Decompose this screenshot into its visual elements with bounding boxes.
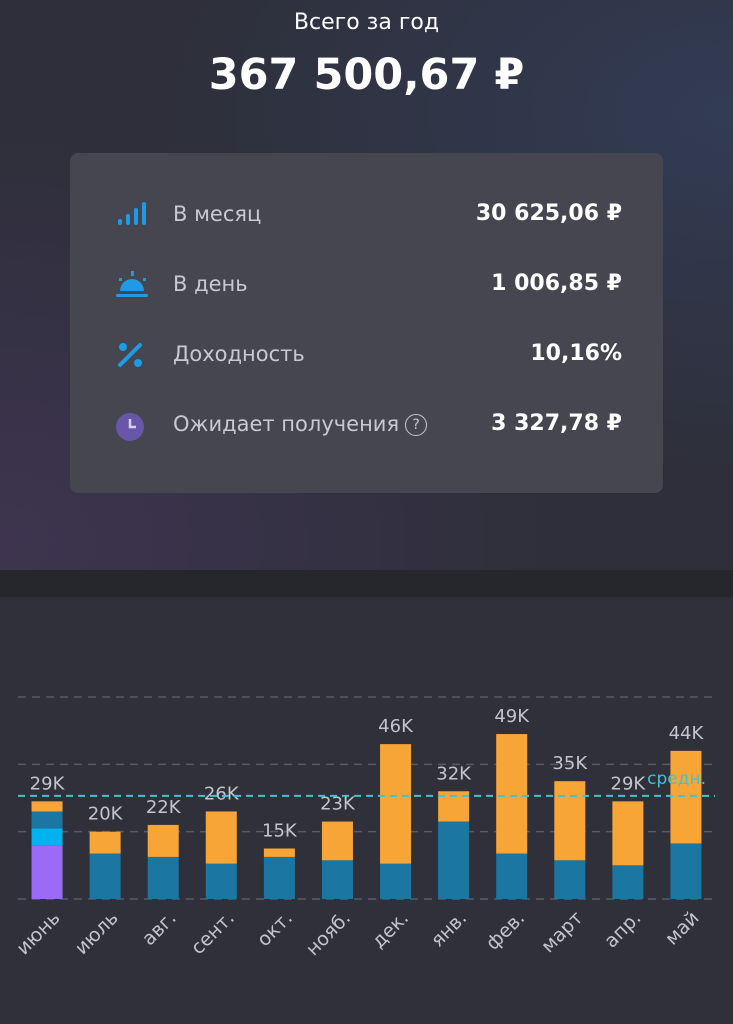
value-label: 29K: [611, 773, 647, 794]
x-tick-label: окт.: [253, 907, 297, 951]
x-tick-label: фев.: [482, 907, 529, 954]
stat-value: 3 327,78 ₽: [491, 411, 622, 436]
value-label: 29K: [30, 773, 66, 794]
stats-card: В месяц 30 625,06 ₽ В день 1 006,85 ₽ До…: [70, 153, 663, 493]
x-tick-label: июнь: [12, 907, 64, 959]
x-tick-label: апр.: [600, 907, 645, 952]
x-tick-label: сент.: [187, 907, 239, 959]
bar-segment: [380, 863, 412, 899]
bar-segment: [554, 860, 586, 899]
x-tick-label: июль: [71, 907, 123, 959]
title: Всего за год: [293, 10, 440, 35]
bar-segment: [263, 856, 295, 899]
stat-label: Доходность: [173, 342, 305, 366]
x-tick-label: дек.: [368, 907, 413, 952]
value-label: 35K: [552, 753, 588, 774]
separator: [0, 570, 733, 597]
x-tick-label: март: [537, 907, 587, 957]
bar-segment: [321, 860, 353, 899]
bar-segment: [670, 843, 702, 899]
value-label: 22K: [146, 797, 182, 818]
value-label: 49K: [494, 706, 530, 727]
bar-segment: [612, 865, 644, 899]
bar-segment: [496, 853, 528, 899]
icon: [118, 343, 142, 367]
stat-value: 1 006,85 ₽: [491, 271, 622, 296]
icon: [118, 202, 146, 225]
bar-segment: [496, 734, 528, 854]
stat-value: 30 625,06 ₽: [475, 201, 622, 226]
icon: [116, 413, 144, 441]
bar-segment: [612, 801, 644, 866]
bar-segment: [205, 863, 237, 899]
bar-segment: [380, 744, 412, 864]
chart: 29K июнь 20K июль 22K авг. 26K сент. 15K окт. 23K н…: [12, 696, 715, 960]
bar-segment: [89, 853, 121, 899]
value-label: 26K: [204, 783, 240, 804]
bar-segment: [263, 848, 295, 857]
value-label: 46K: [378, 716, 414, 737]
bar-segment: [321, 821, 353, 861]
value-label: 23K: [320, 794, 356, 815]
stat-value: 10,16%: [530, 341, 622, 366]
bar-segment: [205, 811, 237, 864]
stat-row: Ожидает получения? 3 327,78 ₽: [70, 405, 663, 445]
stat-label: Ожидает получения?: [173, 412, 428, 436]
bar-segment: [89, 831, 121, 854]
x-tick-label: янв.: [427, 907, 472, 952]
year-total: 367 500,67 ₽: [208, 50, 525, 100]
bar-segment: [31, 845, 63, 899]
bar-segment: [31, 828, 63, 846]
stat-row: В день 1 006,85 ₽: [70, 265, 663, 305]
value-label: 15K: [262, 821, 298, 842]
x-tick-label: нояб.: [302, 907, 355, 960]
stat-label: В день: [173, 272, 248, 296]
bar-segment: [147, 856, 179, 899]
summary: Всего за год 367 500,67 ₽ В месяц 30 625…: [0, 0, 733, 570]
bar-segment: [31, 811, 63, 829]
average-label: средн.: [647, 769, 706, 789]
help-icon[interactable]: ?: [405, 414, 428, 436]
stat-label-text: Ожидает получения: [173, 412, 400, 436]
bar-segment: [31, 801, 63, 812]
x-tick-label: авг.: [138, 907, 181, 950]
bar-segment: [438, 821, 470, 899]
value-label: 32K: [436, 763, 472, 784]
stat-row: В месяц 30 625,06 ₽: [70, 195, 663, 235]
stat-row: Доходность 10,16%: [70, 335, 663, 375]
stat-label: В месяц: [173, 202, 262, 226]
x-tick-label: май: [661, 907, 704, 950]
bar-segment: [554, 781, 586, 861]
bar-segment: [147, 824, 179, 857]
value-label: 44K: [669, 723, 705, 744]
bar-segment: [670, 750, 702, 844]
icon: [116, 271, 148, 297]
value-label: 20K: [88, 804, 124, 825]
